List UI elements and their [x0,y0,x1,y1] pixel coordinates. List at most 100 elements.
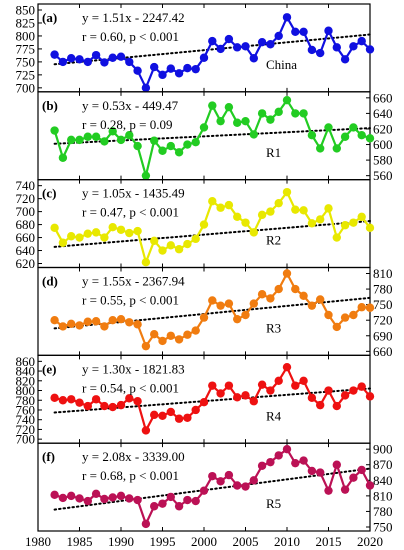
panel-label: (a) [42,10,57,25]
data-point [100,322,109,331]
data-point [150,136,159,145]
data-point [158,246,167,255]
data-point [299,27,308,36]
data-point [349,218,358,227]
data-point [183,495,192,505]
data-point [108,222,117,232]
data-point [150,62,159,72]
data-point [257,380,267,389]
data-point [141,258,151,267]
data-point [174,245,184,254]
data-point [307,130,317,140]
y-tick-label: 725 [16,67,36,82]
data-point [340,55,350,64]
data-point [166,492,175,502]
data-point [133,141,142,151]
data-point [274,284,283,294]
data-point [91,132,101,141]
data-point [67,54,76,63]
trend-line [53,296,371,330]
y-tick-label: 900 [373,442,393,457]
data-point [241,310,250,320]
data-point [83,496,93,506]
y-tick-label: 780 [373,504,393,519]
data-point [208,36,217,46]
data-point [249,476,258,485]
data-point [191,137,200,147]
data-point [282,187,292,197]
data-point [249,130,258,139]
data-point [266,40,275,49]
data-point [125,228,134,238]
y-tick-label: 775 [16,41,36,56]
y-tick-label: 620 [373,121,393,136]
data-point [116,52,126,61]
data-point [340,313,350,322]
data-point [324,310,333,320]
data-point [291,109,300,118]
data-point [158,336,167,346]
data-point [307,301,317,310]
data-point [50,126,59,135]
data-point [183,63,192,73]
data-point [75,494,84,503]
y-tick-label: 750 [373,520,393,535]
data-point [183,239,192,249]
data-point [83,132,93,141]
data-point [349,473,358,482]
y-tick-label: 780 [16,393,36,408]
data-point [241,42,250,51]
data-point [83,317,93,326]
panel-label: (f) [42,449,55,464]
y-tick-label: 660 [16,230,36,245]
data-point [83,57,93,67]
data-point [158,499,167,508]
data-point [58,493,68,503]
data-point [249,228,258,237]
data-point [224,200,234,210]
data-point [158,411,167,421]
data-point [316,400,325,410]
data-point [233,43,242,52]
data-point [150,236,159,245]
data-point [191,405,200,415]
data-point [133,226,142,236]
data-point [332,144,341,153]
data-point [274,376,283,385]
data-point [249,397,258,406]
data-point [249,54,258,63]
data-point [233,118,242,127]
data-point [241,218,250,227]
region-label: R5 [266,496,281,511]
data-point [357,303,366,312]
data-point [116,400,126,410]
y-tick-label: 720 [373,313,393,328]
y-tick-label: 750 [16,54,36,69]
data-point [216,44,225,54]
data-point [357,36,366,46]
data-point [183,330,192,339]
data-point [100,233,109,242]
data-point [91,228,101,237]
region-label: R1 [266,145,281,160]
data-point [233,393,242,402]
data-point [216,477,225,486]
data-point [340,221,350,230]
data-point [316,295,325,304]
data-point [141,171,151,180]
equation-label: y = 1.30x - 1821.83 [82,361,185,376]
y-tick-label: 760 [16,402,36,417]
data-point [108,493,117,502]
data-point [266,386,275,395]
data-point [307,219,317,228]
data-point [324,386,333,395]
data-point [332,460,341,469]
equation-label: y = 2.08x - 3339.00 [82,449,185,464]
trend-line [53,387,371,414]
data-point [174,148,184,157]
y-tick-label: 780 [373,282,393,297]
